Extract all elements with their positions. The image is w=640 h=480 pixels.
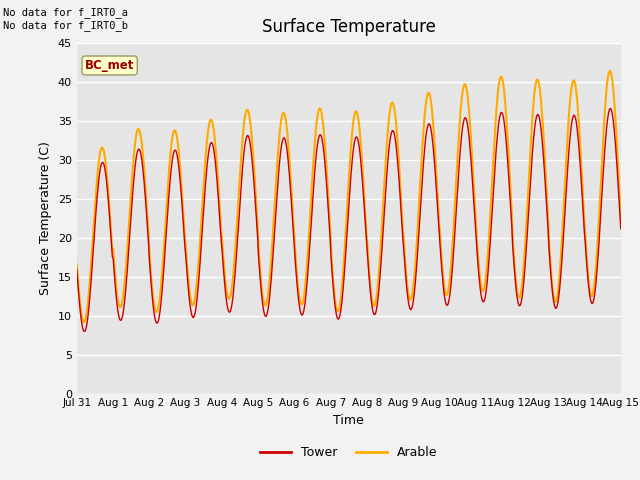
Text: No data for f_IRT0_a
No data for f_IRT0_b: No data for f_IRT0_a No data for f_IRT0_…	[3, 7, 128, 31]
Y-axis label: Surface Temperature (C): Surface Temperature (C)	[39, 142, 52, 295]
Title: Surface Temperature: Surface Temperature	[262, 18, 436, 36]
Text: BC_met: BC_met	[85, 59, 134, 72]
X-axis label: Time: Time	[333, 414, 364, 427]
Legend: Tower, Arable: Tower, Arable	[255, 442, 443, 465]
